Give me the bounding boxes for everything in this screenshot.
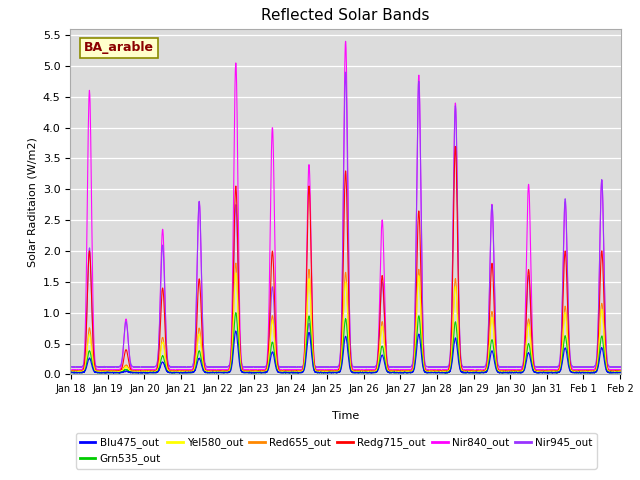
X-axis label: Time: Time bbox=[332, 411, 359, 421]
Title: Reflected Solar Bands: Reflected Solar Bands bbox=[261, 9, 430, 24]
Y-axis label: Solar Raditaion (W/m2): Solar Raditaion (W/m2) bbox=[28, 137, 37, 266]
Text: BA_arable: BA_arable bbox=[84, 41, 154, 54]
Legend: Blu475_out, Grn535_out, Yel580_out, Red655_out, Redg715_out, Nir840_out, Nir945_: Blu475_out, Grn535_out, Yel580_out, Red6… bbox=[76, 433, 596, 468]
